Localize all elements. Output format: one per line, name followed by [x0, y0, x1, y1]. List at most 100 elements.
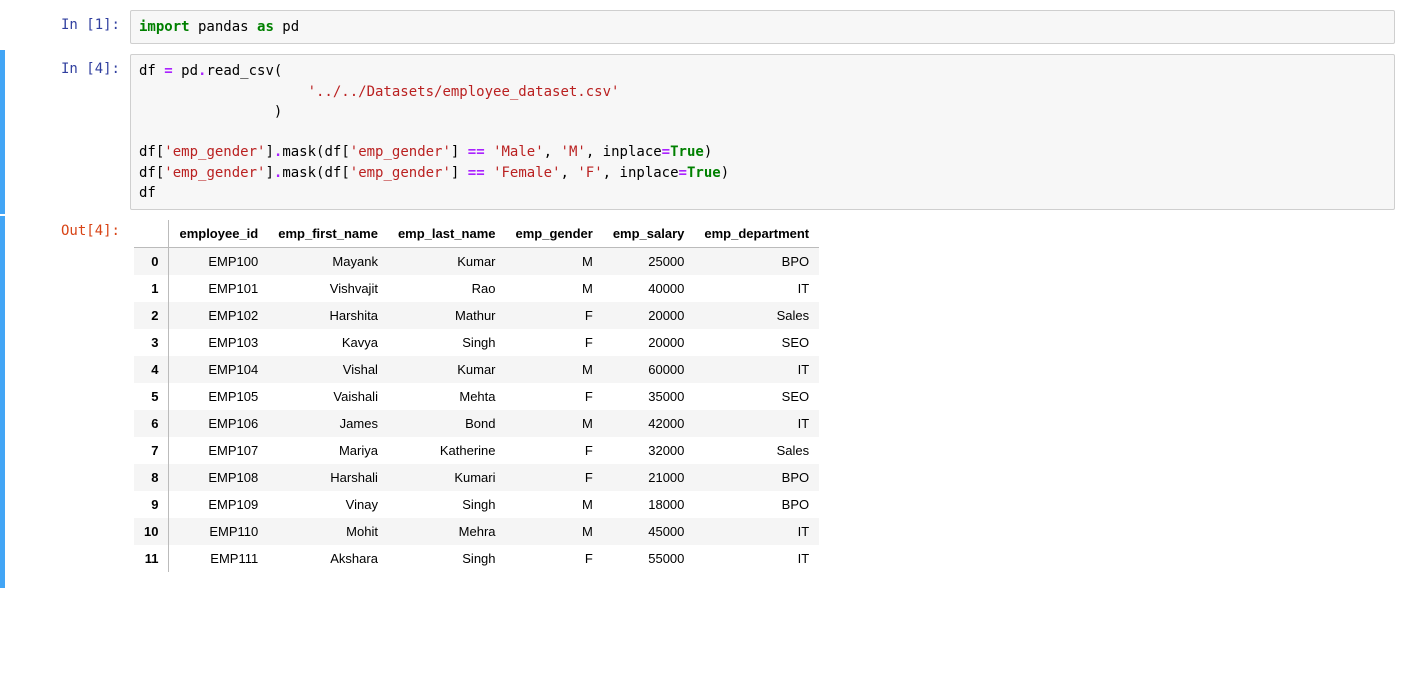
dataframe-cell: Vinay: [268, 491, 388, 518]
dataframe-cell: SEO: [694, 329, 819, 356]
dataframe-cell: Vishal: [268, 356, 388, 383]
code-token: ==: [468, 144, 485, 160]
dataframe-cell: Kumar: [388, 356, 506, 383]
dataframe-index-cell: 7: [134, 437, 169, 464]
code-token: 'Male': [493, 144, 544, 160]
dataframe-cell: F: [506, 464, 603, 491]
code-token: ]: [265, 165, 273, 181]
code-token: mask(df[: [282, 165, 349, 181]
dataframe-cell: SEO: [694, 383, 819, 410]
dataframe-cell: James: [268, 410, 388, 437]
dataframe-cell: 32000: [603, 437, 695, 464]
dataframe-index-cell: 8: [134, 464, 169, 491]
dataframe-column-header: emp_gender: [506, 220, 603, 248]
table-row: 3EMP103KavyaSinghF20000SEO: [134, 329, 819, 356]
code-cell[interactable]: In [1]: import pandas as pd: [0, 6, 1405, 48]
code-input[interactable]: import pandas as pd: [130, 10, 1395, 44]
out-prompt: Out[4]:: [10, 216, 130, 240]
code-token: ,: [561, 165, 578, 181]
dataframe-column-header: employee_id: [169, 220, 268, 248]
dataframe-cell: IT: [694, 275, 819, 302]
dataframe-column-header: emp_first_name: [268, 220, 388, 248]
in-prompt: In [1]:: [10, 10, 130, 34]
dataframe-cell: Mariya: [268, 437, 388, 464]
code-token: ]: [451, 165, 468, 181]
dataframe-cell: M: [506, 491, 603, 518]
code-token: df: [139, 185, 156, 201]
table-row: 10EMP110MohitMehraM45000IT: [134, 518, 819, 545]
dataframe-cell: Kumar: [388, 248, 506, 276]
dataframe-cell: Harshita: [268, 302, 388, 329]
dataframe-index-cell: 4: [134, 356, 169, 383]
dataframe-table: employee_idemp_first_nameemp_last_nameem…: [134, 220, 819, 572]
table-row: 1EMP101VishvajitRaoM40000IT: [134, 275, 819, 302]
dataframe-column-header: emp_last_name: [388, 220, 506, 248]
dataframe-cell: Rao: [388, 275, 506, 302]
dataframe-cell: Mohit: [268, 518, 388, 545]
dataframe-body: 0EMP100MayankKumarM25000BPO1EMP101Vishva…: [134, 248, 819, 573]
code-token: ]: [451, 144, 468, 160]
dataframe-cell: IT: [694, 518, 819, 545]
dataframe-cell: F: [506, 383, 603, 410]
dataframe-cell: F: [506, 437, 603, 464]
dataframe-cell: EMP101: [169, 275, 268, 302]
dataframe-cell: Kavya: [268, 329, 388, 356]
dataframe-cell: Harshali: [268, 464, 388, 491]
dataframe-cell: M: [506, 275, 603, 302]
dataframe-cell: Singh: [388, 545, 506, 572]
output-cell: Out[4]: employee_idemp_first_nameemp_las…: [0, 216, 1405, 588]
code-token: 'emp_gender': [350, 165, 451, 181]
code-token: pd: [173, 63, 198, 79]
code-token: df[: [139, 144, 164, 160]
code-token: 'emp_gender': [164, 165, 265, 181]
dataframe-header-row: employee_idemp_first_nameemp_last_nameem…: [134, 220, 819, 248]
dataframe-cell: Singh: [388, 491, 506, 518]
code-token: True: [687, 165, 721, 181]
table-row: 5EMP105VaishaliMehtaF35000SEO: [134, 383, 819, 410]
dataframe-column-header: emp_salary: [603, 220, 695, 248]
dataframe-index-cell: 3: [134, 329, 169, 356]
dataframe-index-header: [134, 220, 169, 248]
code-token: [485, 165, 493, 181]
dataframe-cell: 42000: [603, 410, 695, 437]
code-token: 'Female': [493, 165, 560, 181]
dataframe-cell: Mehra: [388, 518, 506, 545]
code-cell-selected[interactable]: In [4]: df = pd.read_csv( '../../Dataset…: [0, 50, 1405, 214]
code-token: as: [257, 19, 274, 35]
code-token: mask(df[: [282, 144, 349, 160]
dataframe-cell: M: [506, 356, 603, 383]
code-token: ): [139, 104, 282, 120]
table-row: 2EMP102HarshitaMathurF20000Sales: [134, 302, 819, 329]
dataframe-cell: Mayank: [268, 248, 388, 276]
dataframe-cell: IT: [694, 356, 819, 383]
code-token: read_csv(: [206, 63, 282, 79]
code-token: 'M': [561, 144, 586, 160]
dataframe-cell: BPO: [694, 464, 819, 491]
dataframe-cell: IT: [694, 545, 819, 572]
dataframe-cell: Akshara: [268, 545, 388, 572]
dataframe-cell: M: [506, 518, 603, 545]
dataframe-cell: Sales: [694, 302, 819, 329]
dataframe-cell: EMP106: [169, 410, 268, 437]
table-row: 6EMP106JamesBondM42000IT: [134, 410, 819, 437]
code-token: , inplace: [586, 144, 662, 160]
code-token: [139, 84, 308, 100]
dataframe-index-cell: 9: [134, 491, 169, 518]
code-token: '../../Datasets/employee_dataset.csv': [308, 84, 620, 100]
dataframe-cell: EMP107: [169, 437, 268, 464]
code-token: ==: [468, 165, 485, 181]
table-row: 11EMP111AksharaSinghF55000IT: [134, 545, 819, 572]
table-row: 4EMP104VishalKumarM60000IT: [134, 356, 819, 383]
dataframe-cell: Katherine: [388, 437, 506, 464]
code-token: ): [704, 144, 712, 160]
code-input[interactable]: df = pd.read_csv( '../../Datasets/employ…: [130, 54, 1395, 210]
dataframe-cell: Mehta: [388, 383, 506, 410]
code-token: ): [721, 165, 729, 181]
dataframe-cell: 20000: [603, 329, 695, 356]
dataframe-cell: 25000: [603, 248, 695, 276]
dataframe-cell: Bond: [388, 410, 506, 437]
dataframe-index-cell: 0: [134, 248, 169, 276]
code-token: True: [670, 144, 704, 160]
dataframe-cell: EMP103: [169, 329, 268, 356]
table-row: 8EMP108HarshaliKumariF21000BPO: [134, 464, 819, 491]
